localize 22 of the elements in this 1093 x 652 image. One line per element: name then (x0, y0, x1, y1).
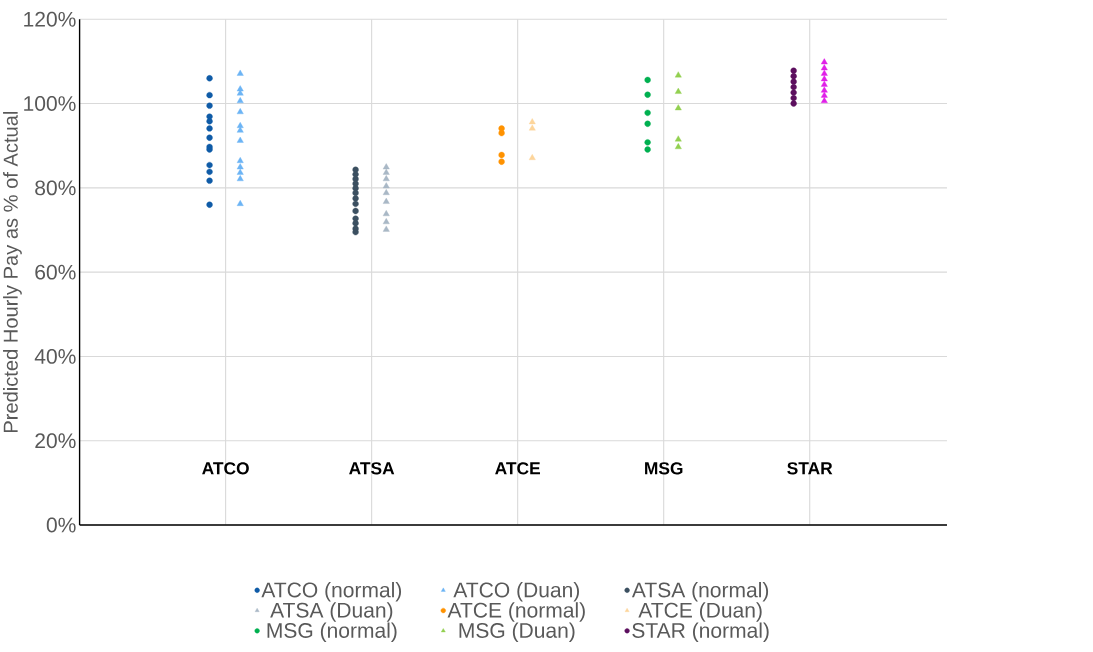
legend-label: ATCO (normal) (261, 582, 402, 602)
legend-label: ATCE (normal) (447, 602, 585, 622)
legend-label: STAR (normal) (632, 622, 769, 643)
legend-label: MSG (normal) (267, 622, 397, 643)
x-tick-label: ATCO (202, 462, 249, 475)
y-tick-label: 0% (46, 517, 76, 533)
x-tick-label: ATCE (495, 462, 540, 475)
y-tick-label: 40% (34, 349, 76, 365)
y-tick-label: 20% (35, 433, 76, 449)
y-tick-label: 100% (24, 96, 76, 112)
y-tick-label: 80% (35, 180, 76, 196)
legend-label: ATCO (Duan) (453, 582, 580, 602)
y-tick-label: 60% (35, 264, 76, 280)
legend-label: ATSA (normal) (631, 582, 769, 602)
legend-label: ATSA (Duan) (270, 602, 393, 622)
x-tick-label: ATSA (349, 462, 395, 475)
legend-label: MSG (Duan) (459, 622, 575, 643)
x-tick-label: MSG (645, 462, 683, 475)
legend-label: ATCE (Duan) (638, 602, 762, 622)
y-tick-label: 120% (24, 11, 76, 27)
x-tick-label: STAR (787, 462, 833, 475)
y-axis-title: Predicted Hourly Pay as % of Actual (3, 112, 22, 433)
